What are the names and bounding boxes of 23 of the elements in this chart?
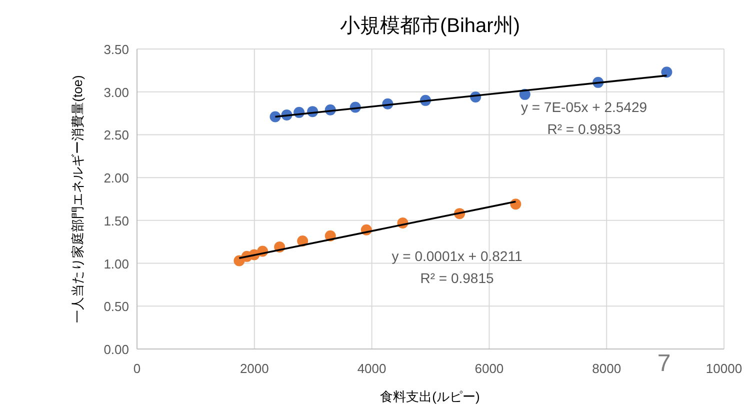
chart-title: 小規模都市(Bihar州) [340, 15, 520, 37]
y-tick-label: 3.00 [104, 84, 129, 100]
y-tick-label: 1.50 [104, 213, 129, 228]
x-tick-label: 2000 [240, 361, 269, 376]
annotation: y = 0.0001x + 0.8211 [392, 248, 522, 264]
x-axis-title: 食料支出(ルピー) [380, 389, 480, 404]
point [661, 66, 672, 78]
x-tick-label: 4000 [357, 361, 386, 376]
x-tick-label: 8000 [592, 361, 622, 376]
y-tick-label: 0.50 [104, 299, 129, 314]
x-tick-label: 6000 [474, 361, 504, 376]
y-tick-label: 1.00 [104, 256, 129, 272]
annotation: y = 7E-05x + 2.5429 [520, 99, 648, 115]
y-tick-label: 0.00 [104, 342, 129, 357]
annotation: R² = 0.9815 [420, 270, 494, 286]
x-tick-label: 10000 [706, 361, 742, 376]
annotation: R² = 0.9853 [547, 121, 621, 137]
y-tick-label: 2.50 [104, 128, 129, 143]
y-tick-label: 2.00 [104, 170, 129, 186]
x-tick-label: 0 [133, 361, 141, 376]
y-tick-label: 3.50 [104, 42, 129, 57]
y-axis-title: 一人当たり家庭部門エネルギー消費量(toe) [70, 75, 85, 323]
text: 7 [657, 350, 671, 377]
